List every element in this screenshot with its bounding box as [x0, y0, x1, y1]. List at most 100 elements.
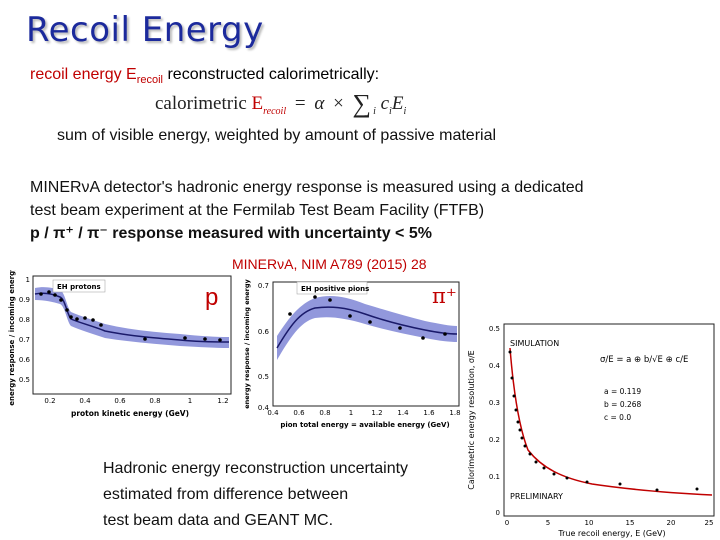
detector-paragraph: MINERνA detector's hadronic energy respo… — [30, 176, 710, 245]
pion-response-plot: EH positive pions 0.7 0.6 0.5 0.4 0.4 0.… — [243, 279, 461, 429]
pion-label: π⁺ — [432, 284, 457, 308]
formula-e2: E — [391, 93, 404, 114]
svg-text:b = 0.268: b = 0.268 — [604, 400, 642, 409]
intro-line: recoil energy Erecoil reconstructed calo… — [30, 66, 379, 86]
x-ticks: 0.4 0.6 0.8 1 1.2 1.4 1.6 1.8 — [267, 409, 460, 417]
svg-text:0.6: 0.6 — [293, 409, 305, 417]
svg-text:10: 10 — [585, 519, 594, 527]
svg-text:5: 5 — [546, 519, 550, 527]
x-ticks: 0.2 0.4 0.6 0.8 1 1.2 — [44, 397, 228, 405]
fit-curve — [509, 347, 713, 496]
svg-text:0.5: 0.5 — [489, 325, 500, 333]
svg-text:0.2: 0.2 — [489, 436, 500, 444]
svg-text:1.2: 1.2 — [371, 409, 382, 417]
citation: MINERνA, NIM A789 (2015) 28 — [232, 256, 427, 272]
svg-text:0.1: 0.1 — [489, 473, 500, 481]
preliminary-label: PRELIMINARY — [510, 492, 563, 501]
para-line-1: MINERνA detector's hadronic energy respo… — [30, 179, 584, 196]
x-axis-label: True recoil energy, E (GeV) — [557, 529, 665, 538]
svg-text:0.9: 0.9 — [19, 296, 30, 304]
para-line-3: p / π⁺ / π⁻ response measured with uncer… — [30, 225, 432, 242]
slide-title: Recoil Energy — [26, 10, 264, 50]
svg-text:25: 25 — [705, 519, 714, 527]
svg-text:0.8: 0.8 — [319, 409, 330, 417]
y-axis-label: energy response / incoming energy — [243, 279, 251, 409]
inset-box — [296, 281, 368, 295]
svg-text:1.4: 1.4 — [397, 409, 409, 417]
svg-text:1: 1 — [188, 397, 192, 405]
pion-data-points — [288, 295, 447, 340]
svg-text:0: 0 — [505, 519, 509, 527]
formula-alpha: α — [314, 93, 325, 114]
note-line-3: test beam data and GEANT MC. — [103, 512, 334, 529]
svg-text:1: 1 — [349, 409, 353, 417]
svg-text:0.4: 0.4 — [258, 404, 270, 412]
svg-text:15: 15 — [626, 519, 635, 527]
svg-text:0.3: 0.3 — [489, 399, 500, 407]
proton-label: p — [205, 284, 219, 311]
formula-sum-index: i — [373, 105, 376, 117]
svg-text:1.8: 1.8 — [449, 409, 460, 417]
y-ticks: 0.5 0.4 0.3 0.2 0.1 0 — [489, 325, 501, 517]
svg-text:0.6: 0.6 — [258, 328, 270, 336]
formula-eq: = — [294, 93, 306, 114]
svg-text:0.4: 0.4 — [489, 362, 501, 370]
svg-text:0.4: 0.4 — [267, 409, 279, 417]
calorimetric-formula: calorimetric Erecoil = α × ∑ i ciEi — [155, 89, 406, 119]
svg-text:1: 1 — [26, 276, 30, 284]
para-line-2: test beam experiment at the Fermilab Tes… — [30, 202, 485, 219]
uncertainty-note: Hadronic energy reconstruction uncertain… — [103, 456, 408, 534]
formula-sigma: ∑ — [352, 89, 372, 118]
intro-text-a: recoil energy E — [30, 66, 137, 83]
svg-text:1.6: 1.6 — [423, 409, 435, 417]
formula-e: E — [251, 93, 264, 114]
y-ticks: 1 0.9 0.8 0.7 0.6 0.5 — [19, 276, 31, 384]
plot-frame — [503, 323, 715, 517]
inset-label: EH positive pions — [301, 285, 369, 293]
svg-text:0.6: 0.6 — [114, 397, 126, 405]
svg-text:0.5: 0.5 — [258, 373, 269, 381]
formula-word: calorimetric — [155, 93, 247, 114]
intro-text-b: reconstructed calorimetrically: — [163, 66, 380, 83]
note-line-1: Hadronic energy reconstruction uncertain… — [103, 460, 409, 477]
x-axis-label: proton kinetic energy (GeV) — [71, 409, 189, 418]
mc-curve — [276, 306, 458, 349]
formula-c: c — [380, 93, 390, 114]
svg-text:0.6: 0.6 — [19, 356, 31, 364]
svg-text:0.5: 0.5 — [19, 376, 30, 384]
y-axis-label: Calorimetric energy resolution, σ/E — [467, 350, 476, 489]
formula-e-sub: recoil — [263, 105, 287, 117]
resolution-data-points — [508, 350, 699, 492]
x-axis-label: pion total energy = available energy (Ge… — [280, 421, 449, 429]
svg-text:0.4: 0.4 — [79, 397, 91, 405]
y-ticks: 0.7 0.6 0.5 0.4 — [258, 282, 270, 412]
svg-text:c = 0.0: c = 0.0 — [604, 413, 631, 422]
svg-text:0.2: 0.2 — [44, 397, 55, 405]
resolution-plot: SIMULATION σ/E = a ⊕ b/√E ⊕ c/E a = 0.11… — [467, 323, 715, 538]
mc-band — [277, 296, 457, 360]
svg-text:20: 20 — [667, 519, 676, 527]
formula-times: × — [333, 93, 344, 114]
svg-text:1.2: 1.2 — [217, 397, 228, 405]
svg-text:0.8: 0.8 — [149, 397, 160, 405]
svg-text:0: 0 — [496, 509, 500, 517]
svg-text:a = 0.119: a = 0.119 — [604, 387, 641, 396]
svg-text:0.7: 0.7 — [19, 336, 30, 344]
sum-description: sum of visible energy, weighted by amoun… — [57, 127, 497, 144]
formula-c-index: i — [389, 105, 392, 117]
proton-response-plot: EH protons 1 0.9 0.8 0.7 0.6 0.5 0.2 0.4… — [8, 270, 232, 418]
inset-box — [52, 279, 106, 293]
formula-e-index: i — [403, 105, 407, 117]
mc-curve — [34, 292, 230, 343]
fit-params: a = 0.119 b = 0.268 c = 0.0 — [604, 387, 642, 422]
svg-text:0.7: 0.7 — [258, 282, 269, 290]
simulation-label: SIMULATION — [510, 339, 559, 348]
svg-text:0.8: 0.8 — [19, 316, 30, 324]
intro-sub: recoil — [136, 74, 164, 86]
note-line-2: estimated from difference between — [103, 486, 349, 503]
x-ticks: 0 5 10 15 20 25 — [505, 519, 714, 527]
proton-data-points — [39, 290, 222, 342]
resolution-formula: σ/E = a ⊕ b/√E ⊕ c/E — [600, 355, 688, 365]
inset-label: EH protons — [57, 283, 101, 291]
plot-frame — [272, 281, 460, 407]
